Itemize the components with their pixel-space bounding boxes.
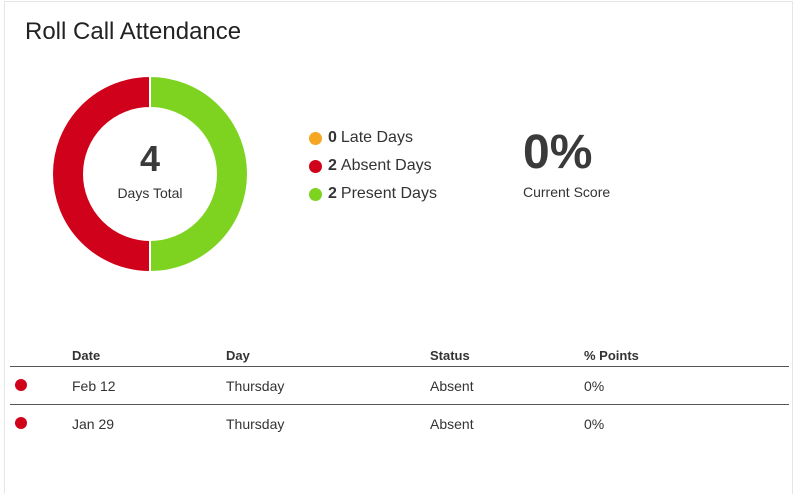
status-indicator-cell	[10, 366, 72, 405]
legend-item-absent: 2 Absent Days	[309, 152, 437, 180]
status-indicator-cell	[10, 405, 72, 443]
attendance-donut-chart	[51, 75, 249, 273]
table-row[interactable]: Feb 12 Thursday Absent 0%	[10, 366, 789, 405]
attendance-legend: 0 Late Days 2 Absent Days 2 Present Days	[309, 124, 437, 208]
legend-count: 2	[328, 185, 337, 202]
legend-count: 0	[328, 129, 337, 146]
attendance-table: Date Day Status % Points Feb 12 Thursday…	[10, 344, 789, 442]
current-score: 0% Current Score	[523, 125, 610, 200]
date-cell: Feb 12	[72, 366, 226, 405]
day-cell: Thursday	[226, 366, 430, 405]
day-cell: Thursday	[226, 415, 285, 432]
header-points[interactable]: % Points	[584, 344, 789, 367]
current-score-label: Current Score	[523, 184, 611, 200]
page-title: Roll Call Attendance	[25, 18, 242, 45]
points-cell: 0%	[584, 366, 789, 405]
header-date[interactable]: Date	[72, 344, 226, 367]
table-header-row: Date Day Status % Points	[10, 344, 789, 367]
late-dot-icon	[309, 131, 322, 145]
legend-label: Absent Days	[340, 157, 432, 174]
date-cell: Jan 29	[72, 415, 115, 432]
current-score-value: 0%	[523, 126, 593, 179]
donut-slice-absent[interactable]	[51, 75, 151, 273]
present-dot-icon	[309, 187, 322, 201]
donut-slice-present[interactable]	[149, 75, 249, 273]
legend-label: Present Days	[340, 185, 437, 202]
legend-label: Late Days	[340, 129, 413, 146]
absent-dot-icon	[15, 378, 27, 391]
legend-item-present: 2 Present Days	[309, 180, 437, 208]
header-status[interactable]: Status	[430, 344, 584, 367]
header-day[interactable]: Day	[226, 344, 430, 367]
header-indicator	[10, 344, 72, 367]
absent-dot-icon	[309, 159, 322, 173]
status-cell: Absent	[430, 415, 474, 432]
absent-dot-icon	[15, 416, 27, 429]
legend-count: 2	[328, 157, 337, 174]
table-row[interactable]: Jan 29 Thursday Absent 0%	[10, 405, 789, 443]
points-cell: 0%	[584, 415, 605, 432]
status-cell: Absent	[430, 366, 584, 405]
legend-item-late: 0 Late Days	[309, 124, 437, 152]
